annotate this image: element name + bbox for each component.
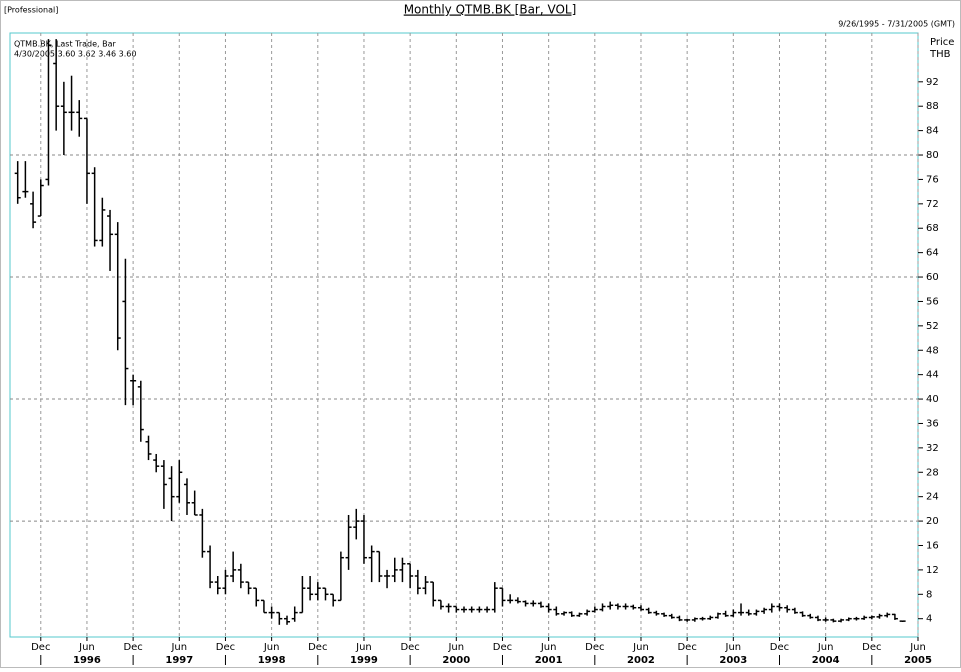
y-tick-label: 28 [926, 467, 939, 478]
y-tick-label: 4 [926, 614, 932, 625]
x-tick-label: Jun [170, 642, 187, 653]
y-tick-label: 92 [926, 77, 939, 88]
year-label: 2003 [719, 655, 747, 666]
year-label: 2002 [627, 655, 655, 666]
x-tick-label: Dec [31, 642, 50, 653]
x-tick-label: Dec [493, 642, 512, 653]
x-tick-label: Dec [123, 642, 142, 653]
x-tick-label: Dec [862, 642, 881, 653]
y-tick-label: 16 [926, 540, 939, 551]
y-tick-label: 52 [926, 321, 939, 332]
y-tick-label: 8 [926, 589, 932, 600]
year-label: 1996 [73, 655, 101, 666]
x-tick-label: Jun [355, 642, 372, 653]
y-tick-label: 76 [926, 174, 939, 185]
y-tick-label: 12 [926, 565, 939, 576]
x-tick-label: Dec [770, 642, 789, 653]
x-tick-label: Jun [909, 642, 926, 653]
x-tick-label: Dec [677, 642, 696, 653]
x-tick-label: Jun [632, 642, 649, 653]
y-tick-label: 20 [926, 516, 939, 527]
x-tick-label: Jun [540, 642, 557, 653]
x-tick-label: Jun [725, 642, 742, 653]
x-tick-label: Jun [263, 642, 280, 653]
y-tick-label: 64 [926, 248, 939, 259]
year-label: 1997 [165, 655, 193, 666]
x-tick-label: Jun [817, 642, 834, 653]
y-label: Price [930, 37, 954, 48]
x-tick-label: Dec [400, 642, 419, 653]
y-tick-label: 60 [926, 272, 939, 283]
y-tick-label: 84 [926, 126, 939, 137]
y-tick-label: 80 [926, 150, 939, 161]
y-tick-label: 32 [926, 443, 939, 454]
year-label: 1999 [350, 655, 378, 666]
chart-title: Monthly QTMB.BK [Bar, VOL] [404, 3, 577, 17]
year-label: 2004 [812, 655, 840, 666]
x-tick-label: Dec [308, 642, 327, 653]
y-tick-label: 56 [926, 296, 939, 307]
x-tick-label: Jun [78, 642, 95, 653]
y-tick-label: 36 [926, 418, 939, 429]
ohlc-bar [900, 621, 906, 622]
y-tick-label: 24 [926, 492, 939, 503]
header-left: [Professional] [4, 6, 58, 15]
year-label: 2005 [904, 655, 932, 666]
year-label: 1998 [258, 655, 286, 666]
x-tick-label: Jun [447, 642, 464, 653]
y-tick-label: 40 [926, 394, 939, 405]
y-tick-label: 44 [926, 370, 939, 381]
chart: [Professional] Monthly QTMB.BK [Bar, VOL… [0, 0, 961, 668]
y-tick-label: 88 [926, 101, 939, 112]
x-tick-label: Dec [585, 642, 604, 653]
date-range: 9/26/1995 - 7/31/2005 (GMT) [838, 20, 955, 29]
year-label: 2000 [442, 655, 470, 666]
legend-text: QTMB.BK, Last Trade, Bar [14, 40, 117, 49]
x-tick-label: Dec [216, 642, 235, 653]
year-label: 2001 [535, 655, 563, 666]
last-bar: 4/30/2005 3.60 3.62 3.46 3.60 [14, 50, 136, 59]
y-tick-label: 68 [926, 223, 939, 234]
y-tick-label: 48 [926, 345, 939, 356]
page-frame [1, 1, 961, 668]
y-tick-label: 72 [926, 199, 939, 210]
y-unit: THB [929, 49, 951, 60]
